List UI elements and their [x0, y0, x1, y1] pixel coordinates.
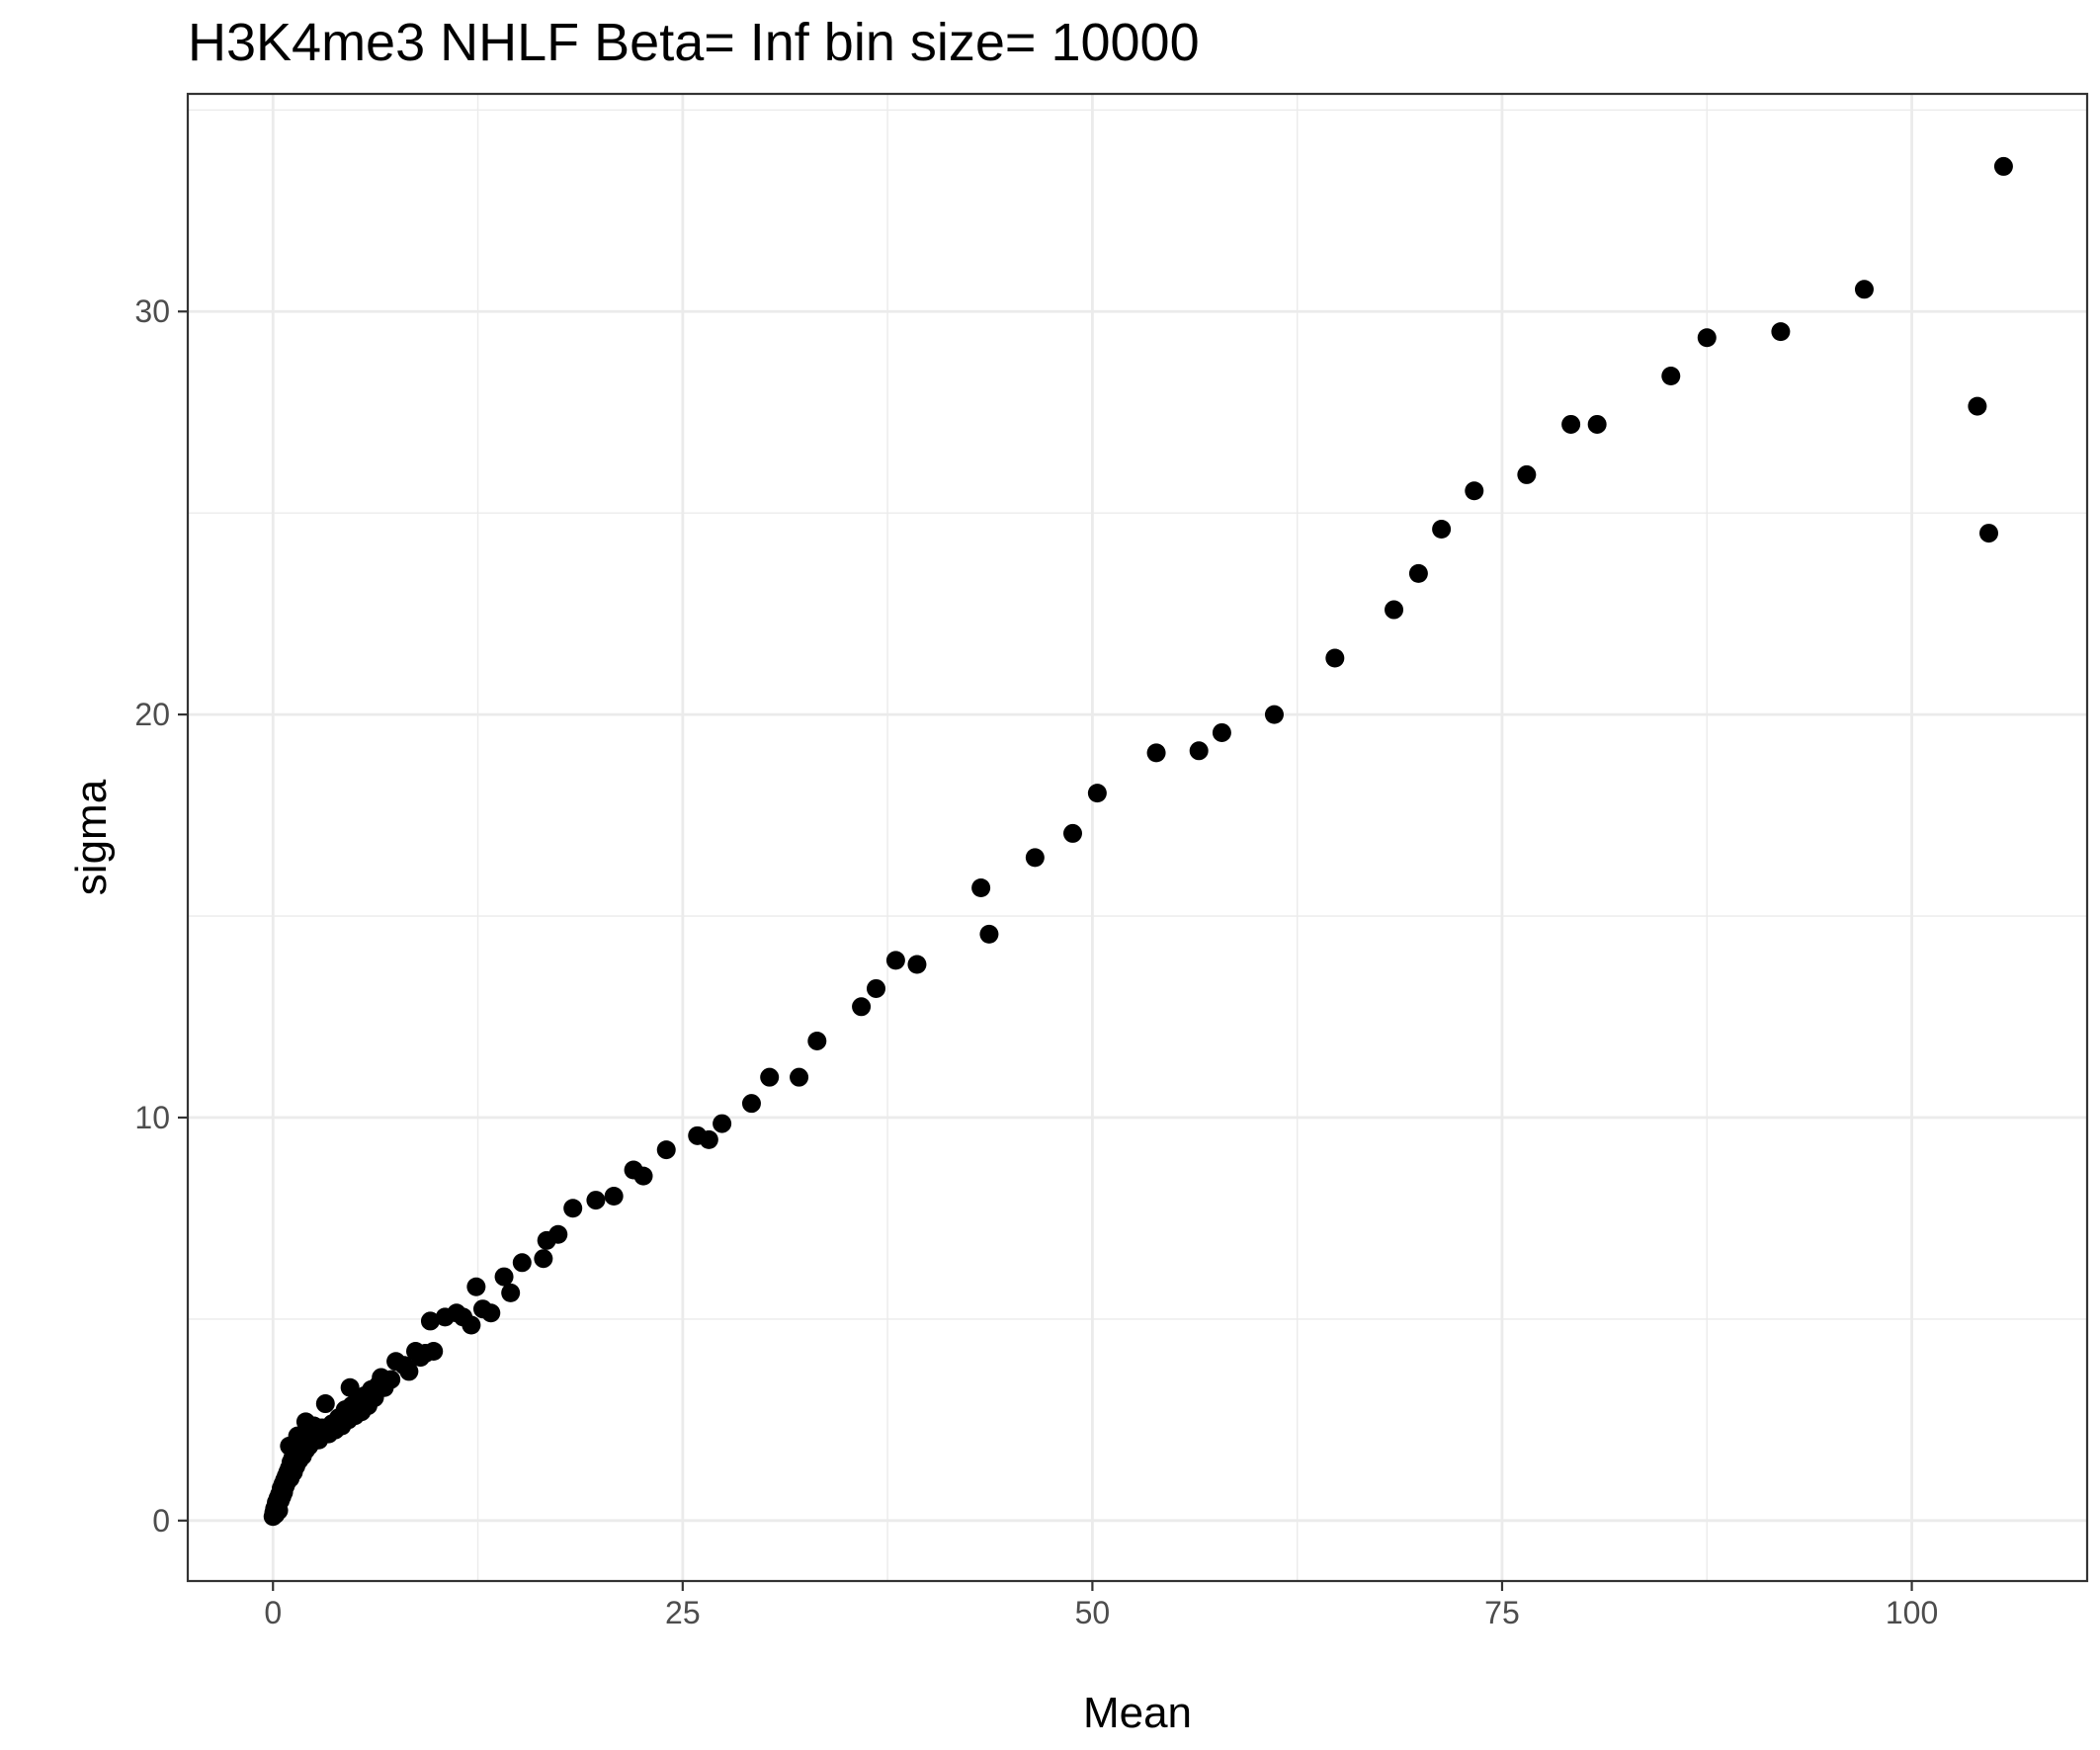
data-point — [1189, 741, 1209, 761]
data-point — [1993, 156, 2013, 176]
data-point — [424, 1342, 444, 1362]
data-point — [512, 1253, 532, 1273]
data-point — [885, 951, 905, 970]
chart-title: H3K4me3 NHLF Beta= Inf bin size= 10000 — [188, 13, 1200, 72]
grid-lines — [188, 94, 2087, 1581]
data-point — [563, 1199, 583, 1218]
data-point — [481, 1303, 501, 1323]
data-point — [340, 1377, 360, 1397]
data-point — [1587, 414, 1607, 434]
data-point — [1968, 396, 1987, 416]
data-point — [1517, 464, 1537, 484]
y-tick-label: 10 — [134, 1100, 170, 1135]
data-point — [1146, 743, 1166, 763]
plot-panel-border — [186, 92, 2089, 1583]
data-point — [1854, 280, 1874, 299]
data-point — [381, 1370, 401, 1389]
x-tick-label: 100 — [1886, 1595, 1938, 1630]
data-point — [466, 1277, 486, 1296]
y-tick-label: 20 — [134, 697, 170, 732]
axis-ticks: 0 25 50 75 100 0 10 20 30 — [134, 293, 1938, 1630]
y-axis-title: sigma — [67, 779, 116, 895]
data-point — [295, 1412, 315, 1432]
data-point — [1264, 705, 1284, 724]
data-points — [263, 156, 2013, 1527]
data-point — [1212, 722, 1231, 742]
data-point — [548, 1224, 568, 1244]
data-point — [494, 1267, 514, 1287]
data-point — [288, 1426, 307, 1446]
data-point — [1385, 600, 1404, 620]
data-point — [462, 1315, 481, 1335]
x-tick-label: 0 — [264, 1595, 282, 1630]
data-point — [1661, 367, 1681, 386]
data-point — [1408, 563, 1428, 583]
data-point — [1771, 322, 1791, 342]
data-point — [604, 1186, 624, 1206]
data-point — [807, 1031, 827, 1050]
x-tick-label: 50 — [1075, 1595, 1111, 1630]
data-point — [852, 997, 872, 1017]
data-point — [1062, 823, 1082, 843]
data-point — [1432, 519, 1452, 539]
data-point — [1087, 784, 1107, 803]
data-point — [790, 1067, 809, 1087]
x-axis-title: Mean — [1083, 1689, 1192, 1737]
data-point — [866, 978, 885, 998]
x-tick-label: 75 — [1484, 1595, 1520, 1630]
x-tick-label: 25 — [665, 1595, 701, 1630]
data-point — [586, 1191, 606, 1210]
data-point — [907, 955, 927, 974]
data-point — [1979, 524, 1999, 543]
data-point — [1697, 328, 1717, 348]
data-point — [420, 1311, 440, 1331]
data-point — [633, 1166, 653, 1186]
data-point — [760, 1067, 780, 1087]
data-point — [1325, 648, 1345, 668]
data-point — [699, 1129, 718, 1149]
data-point — [971, 877, 991, 897]
data-point — [741, 1094, 761, 1114]
data-point — [656, 1140, 676, 1160]
data-point — [315, 1394, 335, 1414]
data-point — [501, 1283, 521, 1302]
data-point — [534, 1249, 553, 1269]
data-point — [979, 924, 999, 944]
y-tick-label: 30 — [134, 293, 170, 329]
data-point — [1561, 414, 1581, 434]
data-point — [1025, 848, 1045, 868]
y-tick-label: 0 — [152, 1503, 170, 1539]
data-point — [399, 1362, 419, 1381]
data-point — [1465, 481, 1484, 501]
data-point — [713, 1114, 732, 1133]
